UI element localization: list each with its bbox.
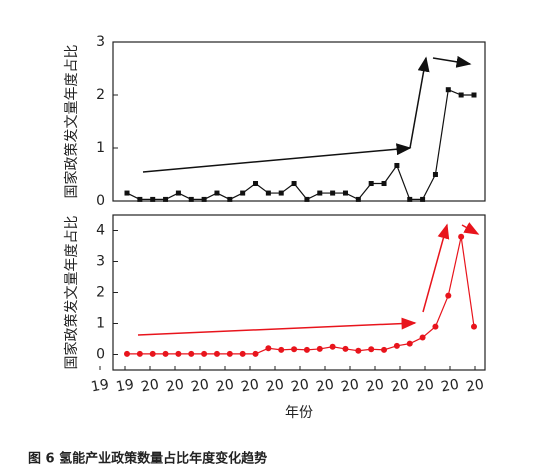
point — [149, 350, 156, 357]
point — [368, 346, 375, 353]
point — [317, 190, 323, 196]
x-tick-label: 20 — [340, 377, 360, 396]
point — [291, 346, 298, 353]
point — [188, 196, 194, 202]
x-tick-label: 20 — [315, 377, 335, 396]
point — [419, 334, 426, 341]
point — [201, 196, 207, 202]
point — [163, 196, 169, 202]
x-tick-label: 20 — [465, 377, 485, 396]
trend-arrows — [137, 55, 480, 336]
x-tick-label: 20 — [390, 377, 410, 396]
x-tick-label: 19 — [115, 377, 135, 396]
y-tick-label: 2 — [96, 87, 105, 103]
point — [175, 190, 181, 196]
y-axis-label: 国家政策发文量年度占比 — [63, 45, 80, 199]
point — [124, 350, 130, 357]
y-tick-label: 3 — [96, 254, 105, 270]
y-tick-label: 0 — [96, 347, 105, 363]
point — [420, 196, 426, 202]
point — [150, 196, 156, 202]
axes-frame — [112, 214, 486, 371]
x-tick-label: 19 — [90, 377, 110, 396]
x-tick-label: 20 — [365, 377, 385, 396]
x-tick-label: 20 — [215, 377, 235, 396]
point — [278, 190, 284, 196]
point — [342, 345, 349, 352]
point — [432, 172, 438, 177]
point — [201, 350, 208, 357]
point — [252, 350, 259, 357]
point — [303, 346, 310, 353]
point — [253, 181, 259, 187]
y-tick-label: 4 — [96, 223, 105, 239]
point — [213, 350, 220, 357]
point — [342, 190, 348, 196]
point — [458, 233, 465, 240]
point — [445, 292, 452, 299]
point — [355, 347, 362, 354]
x-tick-label: 20 — [165, 377, 185, 396]
series-line — [127, 236, 475, 355]
point — [329, 343, 336, 350]
point — [393, 342, 400, 349]
x-tick-label: 20 — [265, 377, 285, 396]
point — [406, 340, 413, 347]
y-axis-label: 国家政策发文量年度占比 — [63, 216, 80, 370]
point — [432, 323, 439, 330]
y-tick-label: 1 — [96, 316, 105, 332]
x-tick-label: 20 — [190, 377, 210, 396]
point — [136, 350, 143, 357]
point — [368, 181, 374, 187]
point — [407, 196, 413, 202]
y-tick-label: 3 — [96, 34, 105, 50]
point — [330, 190, 336, 196]
y-tick-label: 2 — [96, 285, 105, 301]
point — [214, 190, 220, 196]
point — [265, 190, 271, 196]
x-tick-label: 20 — [140, 377, 160, 396]
y-tick-label: 0 — [96, 193, 105, 209]
series-line — [126, 88, 474, 201]
point — [188, 350, 195, 357]
point — [355, 196, 361, 202]
x-tick-label: 20 — [440, 377, 460, 396]
point — [291, 181, 297, 187]
x-axis-label: 年份 — [285, 405, 313, 421]
point — [381, 181, 387, 187]
x-tick-label: 20 — [415, 377, 435, 396]
x-tick-label: 20 — [290, 377, 310, 396]
x-tick-label: 20 — [240, 377, 260, 396]
point — [175, 350, 182, 357]
y-tick-label: 1 — [96, 140, 105, 156]
point — [162, 350, 169, 357]
point — [471, 92, 477, 98]
point — [137, 196, 143, 202]
caption: 图 6 氢能产业政策数量占比年度变化趋势 — [28, 451, 267, 467]
point — [124, 190, 130, 196]
point — [227, 196, 233, 202]
point — [471, 323, 477, 330]
point — [265, 345, 272, 352]
point — [240, 190, 246, 196]
point — [458, 92, 464, 98]
point — [445, 87, 451, 93]
point — [394, 162, 400, 168]
point — [316, 345, 323, 352]
point — [304, 196, 310, 202]
point — [239, 350, 246, 357]
point — [381, 346, 388, 353]
point — [278, 346, 285, 353]
axes-frame — [112, 41, 486, 202]
point — [226, 350, 233, 357]
